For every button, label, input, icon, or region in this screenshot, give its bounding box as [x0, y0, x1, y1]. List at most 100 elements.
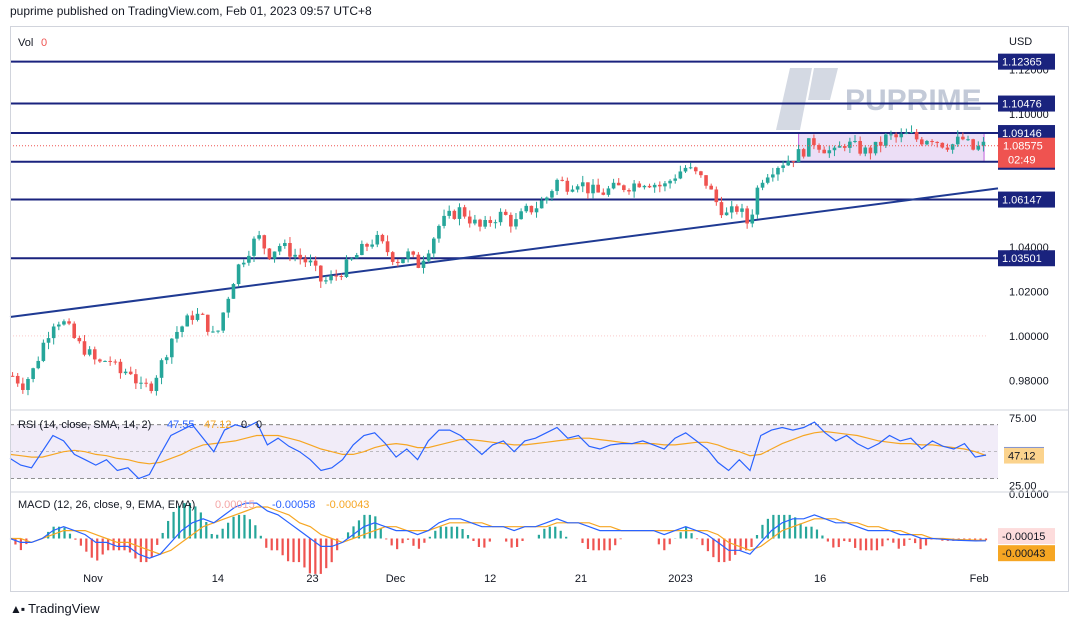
candle-body [863, 147, 868, 154]
candle-body [729, 206, 734, 213]
candle-body [735, 206, 739, 212]
candle [976, 141, 981, 151]
macd-pane[interactable]: 0.01000 MACD (12, 26, close, 9, EMA, EMA)… [9, 489, 1055, 574]
candle-body [226, 298, 231, 313]
candle [945, 143, 950, 152]
candle-body [380, 234, 385, 242]
candle [375, 230, 380, 248]
candle [221, 312, 225, 334]
candle [185, 313, 190, 327]
candle [231, 282, 236, 299]
candle-body [457, 207, 462, 219]
candle-body [714, 189, 719, 203]
candle [616, 178, 621, 186]
trendline [9, 187, 999, 319]
candle-body [442, 215, 446, 226]
candle-body [570, 189, 575, 192]
candle-body [812, 138, 816, 146]
candle [442, 209, 446, 229]
candle-body [755, 187, 760, 215]
candle [914, 129, 919, 142]
candle [704, 175, 708, 189]
candle-body [478, 219, 482, 227]
candle [462, 204, 467, 219]
candle-body [92, 349, 97, 360]
candle-body [693, 167, 698, 172]
level-label-2: 1.09146 [998, 125, 1055, 142]
candle [586, 182, 590, 199]
candle [72, 321, 77, 340]
candle [190, 310, 195, 325]
candle-body [586, 182, 590, 194]
candle [591, 179, 595, 199]
candle [354, 252, 359, 259]
candle [940, 142, 945, 149]
candle-body [123, 371, 128, 374]
candle-body [858, 140, 862, 154]
candle-body [31, 368, 35, 379]
macd-signal-last-label-text: -0.00043 [1002, 548, 1045, 560]
candle-body [673, 178, 678, 181]
candle [390, 251, 395, 266]
candle [226, 296, 231, 318]
candle [252, 236, 256, 263]
candle-body [190, 315, 195, 320]
price-tick-3: 1.02000 [1009, 287, 1049, 299]
watermark-text: PUPRIME [845, 84, 982, 117]
candle [801, 147, 806, 159]
candle [288, 237, 292, 262]
candle-body [365, 243, 369, 247]
candle [683, 165, 688, 173]
candle-body [41, 342, 46, 361]
candle [498, 208, 503, 226]
candle [806, 138, 811, 157]
candle-body [277, 246, 282, 252]
candle-body [10, 375, 15, 377]
time-tick-7: 16 [814, 573, 826, 585]
candle [904, 128, 909, 135]
candle [41, 339, 46, 363]
candle [822, 146, 826, 154]
candle [26, 377, 30, 396]
candle-body [283, 243, 287, 247]
candle [205, 314, 210, 336]
candle [385, 235, 390, 256]
puprime-watermark: PUPRIME [776, 68, 982, 130]
candle [560, 176, 565, 182]
candle-body [637, 183, 642, 188]
candle-body [950, 144, 955, 150]
candle-body [514, 219, 518, 227]
candle-body [801, 149, 806, 157]
candle-body [658, 184, 662, 187]
candle [98, 358, 102, 363]
candle-body [853, 140, 857, 142]
candle [329, 270, 333, 284]
candle [832, 145, 837, 157]
candle [324, 275, 328, 285]
candle [724, 207, 729, 216]
candle [10, 372, 15, 377]
candle [637, 181, 642, 188]
level-label-2-text: 1.09146 [1002, 128, 1042, 140]
time-axis[interactable]: Nov 14 23 Dec 12 21 2023 16 Feb [83, 573, 988, 585]
candle [709, 183, 713, 190]
candle-body [539, 200, 544, 209]
candle [935, 141, 939, 148]
last-price-value: 1.08575 [1003, 141, 1043, 153]
candle [765, 174, 770, 185]
candle-body [894, 134, 898, 138]
candle [467, 210, 472, 228]
candle [735, 204, 739, 215]
candle-body [976, 145, 981, 150]
candle-body [781, 165, 785, 168]
candle [534, 201, 539, 218]
watermark-logo-icon-2 [808, 68, 838, 100]
price-pane[interactable]: Vol 0 USDPUPRIME1.120001.100001.040001.020… [9, 36, 1055, 396]
candle [750, 209, 755, 228]
candle [349, 257, 354, 261]
candle [570, 185, 575, 193]
rsi-pane[interactable]: 75.00 25.00 RSI (14, close, SMA, 14, 2) 47.… [9, 413, 1044, 492]
level-label-4: 1.06147 [998, 191, 1055, 208]
candle-body [909, 131, 914, 133]
